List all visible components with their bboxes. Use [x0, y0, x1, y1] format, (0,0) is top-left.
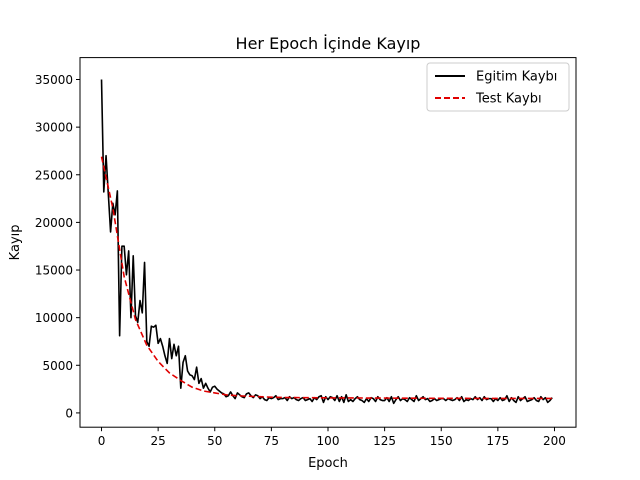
y-tick-label: 5000: [42, 359, 73, 373]
test-loss-line: [100, 156, 555, 400]
x-tick-label: 50: [207, 434, 222, 448]
series-layer: [100, 79, 555, 405]
plot-frame: [79, 57, 577, 428]
x-tick-label: 175: [486, 434, 509, 448]
legend: Egitim Kaybı Test Kaybı: [426, 62, 570, 112]
plot-area: [80, 57, 576, 428]
x-tick-label: 75: [264, 434, 279, 448]
x-tick-label: 0: [98, 434, 106, 448]
y-tick-label: 10000: [35, 311, 73, 325]
x-axis-label: Epoch: [308, 456, 348, 471]
y-tick-label: 30000: [35, 121, 73, 135]
x-tick-label: 150: [430, 434, 453, 448]
x-axis-ticks: 0 25 50 75 100 125 150 175 200: [98, 427, 566, 448]
y-axis-ticks: 0 5000 10000 15000 20000 25000 30000 35000: [35, 73, 80, 420]
x-tick-label: 100: [317, 434, 340, 448]
x-tick-label: 125: [373, 434, 396, 448]
legend-label-egitim: Egitim Kaybı: [476, 70, 557, 85]
legend-label-test: Test Kaybı: [475, 92, 542, 107]
x-tick-label: 200: [543, 434, 566, 448]
y-tick-label: 20000: [35, 216, 73, 230]
x-tick-label: 25: [150, 434, 165, 448]
y-axis-label: Kayıp: [8, 224, 23, 260]
y-tick-label: 25000: [35, 168, 73, 182]
y-tick-label: 35000: [35, 73, 73, 87]
chart-title: Her Epoch İçinde Kayıp: [236, 34, 421, 53]
y-tick-label: 15000: [35, 264, 73, 278]
y-tick-label: 0: [65, 406, 73, 420]
